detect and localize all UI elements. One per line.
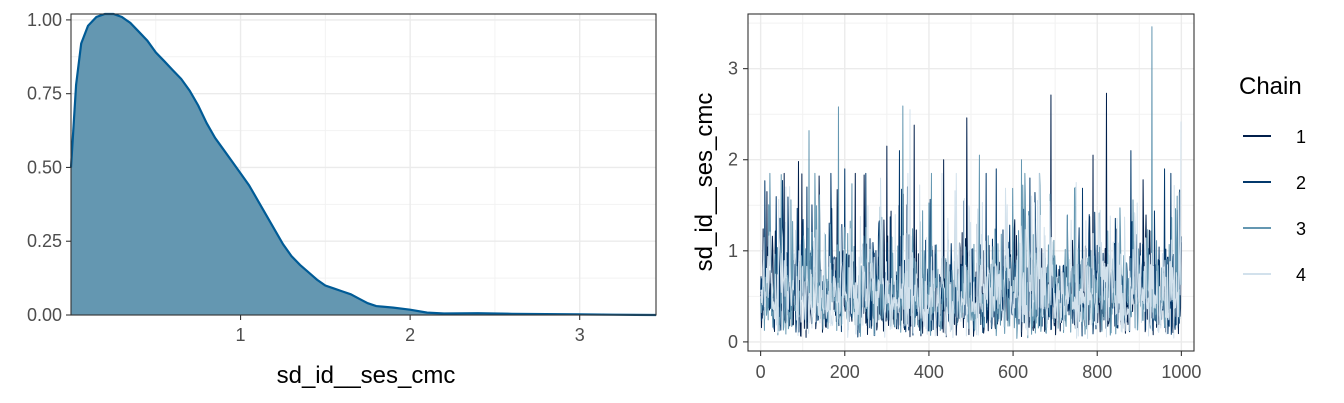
density-y-ticks: 0.00 0.25 0.50 0.75 1.00 [27, 10, 71, 325]
trace-marks [760, 26, 1182, 339]
trace-x-tick-label: 800 [1082, 362, 1112, 382]
density-curve [69, 12, 657, 317]
trace-y-ticks: 0 1 2 3 [728, 59, 748, 352]
trace-x-tick-label: 200 [830, 362, 860, 382]
trace-y-tick-label: 0 [728, 332, 738, 352]
density-panel: 1 2 3 0.00 0.25 0.50 0.75 1.00 sd_id__ses_cmc [27, 10, 657, 389]
legend-label-chain-4: 4 [1296, 265, 1306, 285]
density-y-tick-label: 0.75 [27, 84, 62, 104]
legend-title: Chain [1239, 73, 1302, 100]
density-x-ticks: 1 2 3 [236, 315, 585, 345]
trace-line-chain-4 [760, 109, 1182, 339]
legend-items: 1 2 3 4 [1243, 127, 1306, 285]
density-x-tick-label: 1 [236, 325, 246, 345]
trace-y-axis-label: sd_id__ses_cmc [691, 93, 718, 272]
trace-panel: 0 200 400 600 800 1000 0 1 2 3 sd_id__ses_cmc [691, 13, 1201, 382]
trace-y-tick-label: 1 [728, 241, 738, 261]
trace-x-tick-label: 1000 [1161, 362, 1201, 382]
density-marks [69, 12, 657, 317]
density-y-tick-label: 0.00 [27, 305, 62, 325]
trace-x-ticks: 0 200 400 600 800 1000 [756, 351, 1201, 382]
density-area [71, 14, 656, 315]
trace-x-tick-label: 400 [914, 362, 944, 382]
density-x-tick-label: 3 [575, 325, 585, 345]
trace-x-tick-label: 600 [998, 362, 1028, 382]
density-x-axis-label: sd_id__ses_cmc [277, 362, 456, 389]
trace-x-tick-label: 0 [756, 362, 766, 382]
trace-gridlines [748, 14, 1194, 351]
trace-y-tick-label: 3 [728, 59, 738, 79]
legend-label-chain-1: 1 [1296, 127, 1306, 147]
trace-line-chain-3 [760, 26, 1182, 339]
legend-label-chain-2: 2 [1296, 173, 1306, 193]
chain-legend: Chain 1 2 3 4 [1239, 73, 1306, 285]
legend-label-chain-3: 3 [1296, 219, 1306, 239]
density-x-tick-label: 2 [405, 325, 415, 345]
trace-y-tick-label: 2 [728, 150, 738, 170]
density-y-tick-label: 1.00 [27, 10, 62, 30]
trace-plot-border [747, 13, 1195, 352]
density-y-tick-label: 0.25 [27, 231, 62, 251]
density-y-tick-label: 0.50 [27, 157, 62, 177]
density-plot-border [70, 13, 657, 316]
